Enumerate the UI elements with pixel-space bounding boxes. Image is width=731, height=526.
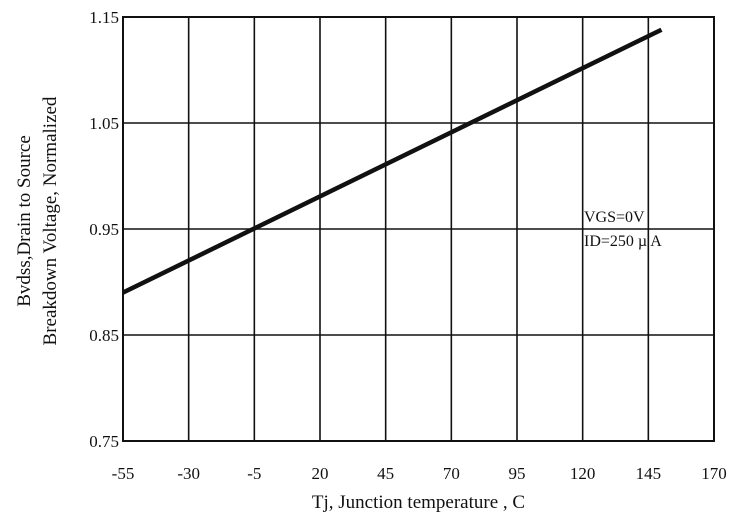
x-tick-label: 120 xyxy=(570,464,596,483)
condition-vgs: VGS=0V xyxy=(584,209,645,226)
y-axis-title-line-1: Bvdss,Drain to Source xyxy=(14,135,35,307)
x-tick-labels: -55 -30 -5 20 45 70 95 120 145 170 xyxy=(112,464,727,483)
plot-frame xyxy=(122,16,715,442)
x-tick-label: 45 xyxy=(377,464,394,483)
x-tick-label: 20 xyxy=(312,464,329,483)
y-axis-title-line-2: Breakdown Voltage, Normalized xyxy=(40,96,61,345)
x-tick-label: 95 xyxy=(509,464,526,483)
x-tick-label: -30 xyxy=(177,464,200,483)
y-tick-labels: 0.75 0.85 0.95 1.05 1.15 xyxy=(89,8,119,451)
x-tick-label: -5 xyxy=(247,464,261,483)
x-tick-label: -55 xyxy=(112,464,135,483)
y-tick-label: 0.95 xyxy=(89,220,119,239)
y-axis-title: Bvdss,Drain to Source Breakdown Voltage,… xyxy=(14,96,61,345)
y-tick-label: 1.15 xyxy=(89,8,119,27)
x-tick-label: 170 xyxy=(701,464,727,483)
grid xyxy=(123,17,714,441)
x-tick-label: 145 xyxy=(636,464,662,483)
series-layer xyxy=(122,27,663,295)
x-tick-label: 70 xyxy=(443,464,460,483)
x-axis-title: Tj, Junction temperature , C xyxy=(312,492,525,513)
y-tick-label: 0.85 xyxy=(89,326,119,345)
y-tick-label: 1.05 xyxy=(89,114,119,133)
y-tick-label: 0.75 xyxy=(89,432,119,451)
series-line xyxy=(122,27,663,295)
condition-id: ID=250 µ A xyxy=(584,233,662,250)
